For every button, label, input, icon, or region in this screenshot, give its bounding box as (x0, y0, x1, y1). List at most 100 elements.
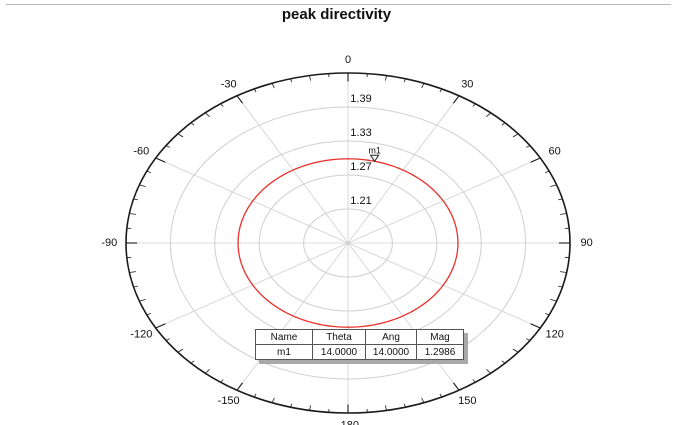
boundary-tick (165, 338, 170, 341)
boundary-tick (439, 393, 443, 398)
boundary-tick (271, 83, 275, 89)
boundary-tick (129, 213, 136, 215)
boundary-tick (271, 397, 275, 403)
boundary-tick (512, 133, 519, 138)
boundary-tick (190, 122, 195, 126)
boundary-tick (403, 403, 406, 408)
boundary-tick (403, 78, 406, 83)
boundary-tick (236, 95, 243, 104)
boundary-tick (253, 88, 257, 93)
boundary-tick (472, 379, 476, 383)
spoke-line (236, 242, 349, 391)
boundary-tick (545, 170, 550, 173)
boundary-tick (486, 369, 491, 374)
marker-triangle (369, 154, 380, 163)
boundary-tick (133, 198, 138, 201)
boundary-tick (472, 103, 476, 107)
marker-table-cell-mag: 1.2986 (416, 344, 464, 360)
marker-table-header-row: Name Theta Ang Mag (255, 329, 464, 345)
boundary-tick (550, 299, 557, 302)
marker-table-row: m1 14.0000 14.0000 1.2986 (255, 344, 464, 360)
spoke-line (155, 157, 349, 244)
boundary-tick (421, 83, 425, 89)
boundary-tick (558, 285, 563, 288)
boundary-tick (560, 213, 567, 215)
angle-tick-label: 60 (549, 146, 561, 158)
boundary-tick (309, 405, 311, 411)
boundary-tick (205, 112, 210, 117)
angle-tick-label: 30 (461, 79, 473, 91)
radial-tick-label: 1.21 (350, 195, 371, 207)
boundary-tick (545, 313, 550, 316)
radial-tick-label: 1.39 (350, 93, 371, 105)
boundary-tick (512, 348, 519, 353)
boundary-tick (501, 360, 506, 364)
boundary-tick (190, 360, 195, 364)
boundary-tick (177, 133, 184, 138)
boundary-tick (421, 397, 425, 403)
radial-grid-ring (303, 208, 393, 278)
boundary-tick (530, 157, 541, 163)
angle-tick-label: -30 (221, 79, 237, 91)
radial-grid-ring (258, 174, 438, 312)
angle-tick-label: 0 (345, 54, 351, 66)
radial-tick-label: 1.27 (350, 161, 371, 173)
boundary-tick (165, 145, 170, 148)
boundary-tick (220, 379, 224, 383)
chart-title: peak directivity (281, 6, 392, 23)
boundary-tick (129, 271, 136, 273)
boundary-tick (146, 313, 151, 316)
angle-tick-label: 90 (581, 237, 593, 249)
marker-table-header-name: Name (255, 329, 313, 345)
boundary-tick (139, 299, 146, 302)
boundary-tick (558, 198, 563, 201)
boundary-tick (236, 382, 243, 391)
spoke-line (236, 95, 349, 244)
boundary-tick (453, 382, 460, 391)
boundary-tick (309, 75, 311, 81)
marker-table: Name Theta Ang Mag m1 14.0000 14.0000 1.… (255, 329, 464, 360)
angle-tick-label: -120 (130, 328, 152, 340)
boundary-tick (205, 369, 210, 374)
boundary-tick (486, 112, 491, 117)
boundary-tick (530, 323, 541, 329)
angle-tick-label: 150 (458, 395, 476, 407)
boundary-tick (501, 122, 506, 126)
boundary-tick (526, 145, 531, 148)
boundary-tick (385, 405, 387, 411)
marker-label: m1 (368, 145, 381, 155)
angle-tick-label: -150 (218, 395, 240, 407)
marker-table-cell-name: m1 (255, 344, 313, 360)
radial-tick-label: 1.33 (350, 127, 371, 139)
spoke-line (347, 157, 541, 244)
boundary-tick (146, 170, 151, 173)
boundary-tick (439, 88, 443, 93)
boundary-tick (177, 348, 184, 353)
series-line (237, 158, 459, 328)
angle-tick-label: 120 (545, 328, 563, 340)
boundary-tick (550, 184, 557, 187)
marker-table-header-mag: Mag (416, 329, 464, 345)
angle-tick-label: -60 (133, 146, 149, 158)
boundary-tick (155, 323, 166, 329)
spoke-line (155, 242, 349, 329)
spoke-line (347, 242, 460, 391)
top-rule (6, 4, 671, 5)
boundary-tick (139, 184, 146, 187)
spoke-line (347, 242, 541, 329)
boundary-tick (220, 103, 224, 107)
marker-table-header-ang: Ang (365, 329, 417, 345)
angle-tick-label: -180 (337, 420, 359, 425)
marker-table-cell-ang: 14.0000 (365, 344, 417, 360)
boundary-tick (290, 78, 293, 83)
boundary-tick (290, 403, 293, 408)
boundary-tick (526, 338, 531, 341)
angle-tick-label: -90 (101, 237, 117, 249)
boundary-tick (385, 75, 387, 81)
marker-table-header-theta: Theta (312, 329, 366, 345)
boundary-tick (155, 157, 166, 163)
spoke-line (347, 95, 460, 244)
boundary-tick (560, 271, 567, 273)
boundary-tick (253, 393, 257, 398)
